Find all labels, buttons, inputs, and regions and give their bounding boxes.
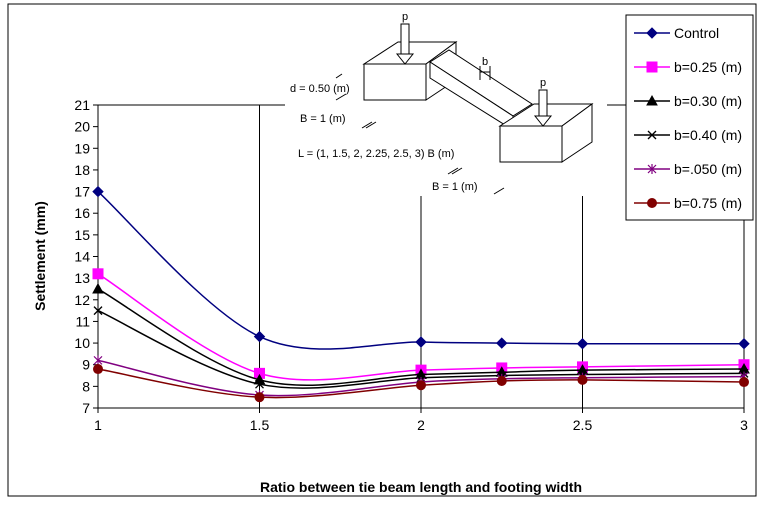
data-point-3-1 <box>255 379 264 389</box>
series-line-1 <box>97 273 745 381</box>
legend-item-4: b=.050 (m) <box>634 161 742 177</box>
y-tick-label-11: 18 <box>74 162 90 178</box>
series-5 <box>93 364 749 403</box>
data-point-0-3 <box>496 337 508 349</box>
y-tick-label-13: 20 <box>74 119 90 135</box>
x-axis: 1 1.5 2 2.5 3 <box>94 408 748 433</box>
data-point-0-4 <box>576 338 589 350</box>
legend-item-0: Control <box>634 25 719 41</box>
legend-item-3: b=0.40 (m) <box>634 127 742 143</box>
legend-label-2: b=0.30 (m) <box>674 93 742 109</box>
y-tick-label-6: 13 <box>74 270 90 286</box>
x-tick-label-4: 3 <box>740 417 748 433</box>
legend-label-5: b=0.75 (m) <box>674 195 742 211</box>
load-arrow-right <box>533 89 553 127</box>
data-point-0-1 <box>253 330 266 343</box>
x-tick-label-2: 2 <box>417 417 425 433</box>
y-tick-label-1: 8 <box>82 378 90 394</box>
x-tick-label-3: 2.5 <box>573 417 593 433</box>
legend-marker-5 <box>647 198 657 208</box>
data-point-3-0 <box>93 306 103 316</box>
y-tick-label-12: 19 <box>74 140 90 156</box>
series-line-0 <box>97 191 745 350</box>
y-tick-label-8: 15 <box>74 227 90 243</box>
legend-marker-0 <box>646 27 658 39</box>
legend-box <box>625 14 754 221</box>
series-line-4 <box>97 359 745 397</box>
data-point-5-4 <box>577 374 588 385</box>
series-0 <box>92 185 750 350</box>
y-tick-label-5: 12 <box>74 292 90 308</box>
data-point-0-0 <box>92 185 104 198</box>
data-point-2-0 <box>92 282 104 294</box>
data-point-4-0 <box>93 355 103 366</box>
series-line-2 <box>97 288 745 386</box>
length-label: L = (1, 1.5, 2, 2.25, 2.5, 3) B (m) <box>298 148 454 160</box>
data-point-1-0 <box>92 268 104 280</box>
legend-label-3: b=0.40 (m) <box>674 127 742 143</box>
y-axis-title: Settlement (mm) <box>32 201 48 311</box>
legend-label-0: Control <box>674 25 719 41</box>
right-footing-front <box>499 125 563 163</box>
data-point-5-5 <box>739 377 749 388</box>
y-tick-label-4: 11 <box>75 313 90 329</box>
legend-item-5: b=0.75 (m) <box>634 195 742 211</box>
data-point-0-5 <box>738 338 750 350</box>
diagram-background <box>285 8 607 196</box>
depth-label: d = 0.50 (m) <box>290 83 350 95</box>
load-label-right: p <box>540 77 546 89</box>
width-label: b <box>482 56 488 68</box>
y-tick-label-3: 10 <box>74 335 90 351</box>
legend-label-1: b=0.25 (m) <box>674 59 742 75</box>
footing-diagram: p p b d = 0.50 (m) B = 1 (m) L = (1, 1.5… <box>285 8 607 196</box>
data-point-5-3 <box>496 375 507 386</box>
data-point-5-1 <box>254 392 265 403</box>
legend-item-2: b=0.30 (m) <box>634 93 742 109</box>
x-tick-label-0: 1 <box>94 417 102 433</box>
y-tick-label-2: 9 <box>82 357 90 373</box>
data-point-5-2 <box>416 380 426 391</box>
legend-label-4: b=.050 (m) <box>674 161 742 177</box>
legend: Control b=0.25 (m) b=0.30 (m) b=0.40 (m) b=.… <box>625 14 754 221</box>
series-line-5 <box>97 368 745 399</box>
y-tick-label-9: 16 <box>74 205 90 221</box>
footing-width-label-2: B = 1 (m) <box>432 181 478 193</box>
series-layer <box>92 185 750 403</box>
y-tick-label-0: 7 <box>82 400 90 416</box>
load-arrow-left <box>395 23 415 65</box>
series-line-3 <box>97 309 745 389</box>
legend-marker-2 <box>646 94 658 106</box>
data-point-0-2 <box>415 336 427 348</box>
right-footing-side <box>561 103 593 163</box>
x-axis-title: Ratio between tie beam length and footin… <box>260 479 582 495</box>
legend-marker-1 <box>646 61 658 73</box>
legend-marker-3 <box>647 130 657 140</box>
y-tick-label-14: 21 <box>74 97 90 113</box>
footing-width-label: B = 1 (m) <box>300 113 346 125</box>
y-tick-label-10: 17 <box>74 184 90 200</box>
x-tick-label-1: 1.5 <box>250 417 270 433</box>
legend-marker-4 <box>647 164 657 174</box>
legend-item-1: b=0.25 (m) <box>634 59 742 75</box>
left-footing-front <box>363 63 427 101</box>
data-point-5-0 <box>93 364 103 375</box>
y-tick-label-7: 14 <box>74 249 90 265</box>
load-label-left: p <box>402 11 408 23</box>
